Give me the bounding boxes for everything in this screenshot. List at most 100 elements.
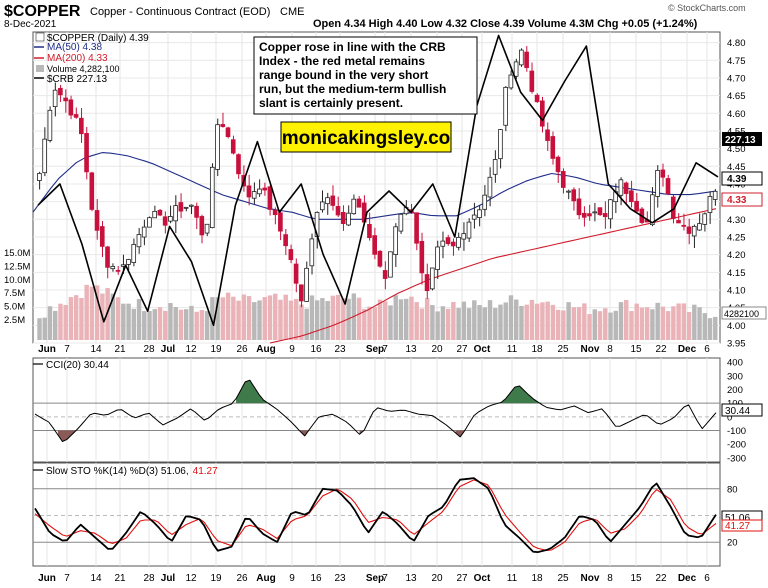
- volume-bar: [283, 294, 288, 340]
- x-tick-label: 27: [456, 344, 468, 355]
- volume-bar: [498, 304, 503, 340]
- cci-tick-label: 300: [727, 371, 743, 382]
- volume-bar: [650, 309, 655, 340]
- candle-body: [267, 186, 273, 210]
- candle-body: [482, 194, 488, 210]
- candle-body: [278, 212, 283, 232]
- volume-bar: [409, 296, 414, 340]
- volume-bar: [273, 293, 278, 340]
- candle-body: [498, 129, 503, 160]
- x-tick-label-bottom: Aug: [256, 573, 275, 584]
- volume-bar: [252, 302, 257, 340]
- volume-bar: [445, 308, 451, 340]
- candle-body: [73, 114, 79, 118]
- candle-body: [424, 274, 430, 292]
- volume-bar: [173, 307, 178, 340]
- candle-body: [173, 205, 178, 222]
- volume-bar: [430, 305, 435, 340]
- volume-bar: [697, 307, 702, 340]
- volume-bar: [383, 301, 388, 340]
- volume-bar: [84, 284, 89, 340]
- x-tick-label: Sep: [366, 344, 384, 355]
- candle-body: [581, 212, 587, 218]
- volume-bar: [487, 300, 493, 340]
- cci-tick-label: 0: [727, 412, 732, 423]
- x-tick-label-bottom: 12: [185, 573, 197, 584]
- candle-body: [550, 136, 556, 159]
- price-tick-label: 4.15: [727, 268, 746, 279]
- volume-bar: [639, 307, 645, 340]
- candle-body: [58, 87, 63, 96]
- volume-bar: [79, 298, 84, 340]
- panel-frame-3: [32, 462, 721, 567]
- candle-body: [351, 198, 357, 215]
- annotation-line-5: slant is certainly present.: [259, 96, 403, 110]
- candle-body: [126, 259, 131, 265]
- volume-bar: [435, 311, 440, 340]
- x-tick-label: 22: [655, 344, 667, 355]
- candle-body: [52, 89, 58, 108]
- candle-body: [576, 198, 582, 216]
- candle-body: [141, 226, 147, 238]
- volume-bar: [508, 295, 514, 340]
- volume-bar: [89, 286, 95, 340]
- x-tick-label-bottom: Jul: [161, 573, 176, 584]
- candle-body: [477, 209, 482, 219]
- x-tick-label: 11: [507, 344, 518, 355]
- volume-bar: [94, 285, 100, 340]
- x-tick-label-bottom: 23: [334, 573, 346, 584]
- volume-bar: [267, 295, 273, 340]
- candle-body: [712, 190, 718, 200]
- candle-body: [660, 169, 666, 178]
- candle-body: [466, 221, 472, 239]
- candle-body: [571, 189, 577, 202]
- volume-tick-label: 7.5M: [4, 288, 25, 299]
- volume-bar: [163, 310, 168, 340]
- candle-body: [587, 213, 592, 217]
- x-tick-label-bottom: 15: [630, 573, 642, 584]
- price-tick-label: 4.50: [727, 144, 746, 155]
- x-tick-label: 23: [334, 344, 346, 355]
- volume-bar: [665, 311, 671, 340]
- annotation-line-1: Copper rose in line with the CRB: [259, 40, 446, 54]
- candle-body: [560, 171, 566, 188]
- volume-bar: [257, 300, 262, 340]
- candle-body: [707, 196, 713, 213]
- volume-bar: [131, 308, 137, 340]
- candle-body: [89, 172, 95, 210]
- candle-body: [623, 182, 629, 194]
- candle-body: [136, 234, 142, 248]
- candle-body: [356, 198, 362, 208]
- candle-body: [189, 204, 194, 207]
- x-tick-label: Nov: [581, 344, 600, 355]
- candle-body: [110, 265, 116, 270]
- volume-bar: [210, 297, 215, 340]
- x-tick-label: 25: [557, 344, 569, 355]
- candle-body: [42, 138, 47, 174]
- candle-body: [555, 156, 561, 173]
- candle-body: [608, 199, 613, 220]
- volume-bar: [63, 304, 68, 340]
- volume-bar: [241, 294, 247, 340]
- volume-bar: [199, 310, 205, 340]
- volume-bar: [246, 296, 252, 340]
- candle-body: [429, 267, 435, 290]
- volume-bar: [356, 297, 362, 340]
- x-tick-label-bottom: 9: [289, 573, 295, 584]
- volume-tick-label: 2.5M: [4, 315, 25, 326]
- badge-crb: 227.13: [725, 135, 756, 146]
- volume-bar: [204, 311, 210, 340]
- candle-body: [79, 117, 84, 135]
- x-tick-label-bottom: 8: [607, 573, 613, 584]
- cci-title: CCI(20) 30.44: [46, 360, 109, 371]
- volume-bar: [220, 297, 226, 340]
- candle-body: [309, 238, 315, 267]
- candle-body: [162, 216, 168, 226]
- candle-body: [435, 246, 440, 270]
- candle-body: [539, 100, 545, 127]
- candle-body: [37, 173, 42, 181]
- candle-body: [325, 197, 330, 205]
- price-candles: [37, 46, 718, 308]
- x-tick-label: 7: [64, 344, 70, 355]
